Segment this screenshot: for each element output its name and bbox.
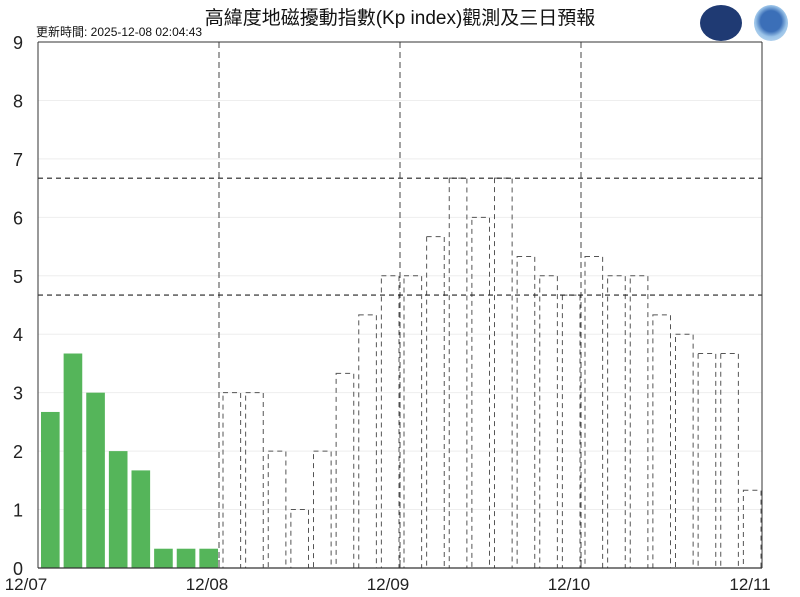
forecast-bar (516, 255, 536, 569)
observed-bar (86, 392, 105, 568)
forecast-bar (267, 450, 287, 569)
observed-bar (154, 548, 173, 568)
forecast-bar (584, 255, 604, 569)
forecast-bar (697, 353, 717, 569)
forecast-bar (629, 275, 649, 569)
forecast-bar (426, 236, 445, 569)
observed-bar (131, 470, 151, 568)
forecast-bar (652, 314, 671, 569)
y-tick-label: 4 (13, 325, 23, 345)
forecast-bar (742, 489, 762, 569)
observed-bar (199, 548, 218, 568)
y-tick-label: 2 (13, 442, 23, 462)
forecast-bar (335, 372, 355, 569)
y-tick-label: 1 (13, 501, 23, 521)
cwa-logo (700, 5, 742, 41)
update-time: 更新時間: 2025-12-08 02:04:43 (36, 25, 203, 39)
x-tick-label: 12/10 (548, 575, 591, 594)
observed-bar (176, 548, 196, 568)
y-tick-label: 6 (13, 208, 23, 228)
forecast-bar (471, 216, 490, 569)
chart-title: 高緯度地磁擾動指數(Kp index)觀測及三日預報 (204, 8, 596, 29)
forecast-bar (358, 314, 377, 569)
forecast-bar (607, 275, 626, 569)
y-tick-label: 5 (13, 267, 23, 287)
observed-bar (41, 411, 60, 568)
x-tick-label: 12/11 (729, 575, 770, 594)
forecast-bar (539, 275, 558, 569)
y-tick-label: 7 (13, 150, 23, 170)
forecast-bar (720, 353, 739, 569)
x-tick-label: 12/07 (5, 575, 48, 594)
y-tick-label: 0 (13, 559, 23, 579)
x-tick-label: 12/09 (367, 575, 410, 594)
y-tick-label: 3 (13, 384, 23, 404)
x-tick-label: 12/08 (186, 575, 229, 594)
forecast-bar (313, 450, 332, 569)
observed-bar (63, 353, 83, 568)
noaa-logo (754, 5, 788, 41)
forecast-bar (403, 275, 423, 569)
forecast-bar (380, 275, 400, 569)
forecast-bar (561, 294, 581, 569)
forecast-bar (222, 392, 242, 569)
observed-bar (108, 451, 128, 568)
forecast-bar (245, 392, 264, 569)
forecast-bar (290, 509, 309, 569)
y-tick-label: 8 (13, 91, 23, 111)
y-tick-label: 9 (13, 33, 23, 53)
